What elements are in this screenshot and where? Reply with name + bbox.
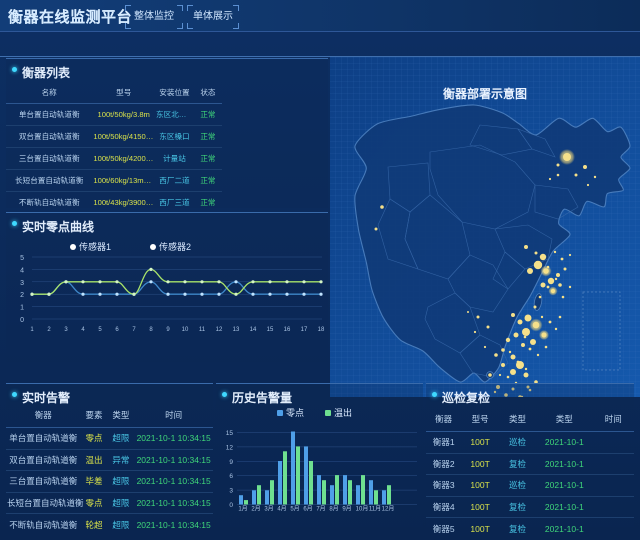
svg-text:1月: 1月 — [238, 506, 247, 513]
svg-text:3: 3 — [20, 280, 24, 287]
svg-text:7: 7 — [132, 327, 136, 333]
svg-text:8月: 8月 — [329, 506, 338, 513]
svg-text:3: 3 — [229, 488, 233, 495]
svg-text:11: 11 — [199, 327, 206, 333]
svg-text:6月: 6月 — [303, 506, 312, 513]
svg-text:12: 12 — [216, 327, 223, 333]
svg-text:17: 17 — [301, 327, 308, 333]
svg-text:0: 0 — [229, 502, 233, 509]
svg-text:4: 4 — [20, 267, 24, 274]
svg-text:3月: 3月 — [264, 506, 273, 513]
svg-text:15: 15 — [226, 430, 234, 437]
svg-text:1: 1 — [20, 305, 24, 312]
svg-text:5: 5 — [98, 327, 102, 333]
svg-text:0: 0 — [20, 317, 24, 324]
svg-text:2月: 2月 — [251, 506, 260, 513]
svg-text:12: 12 — [226, 444, 234, 451]
svg-text:4: 4 — [81, 327, 85, 333]
svg-text:7月: 7月 — [316, 506, 325, 513]
svg-text:4月: 4月 — [277, 506, 286, 513]
svg-text:10: 10 — [182, 327, 189, 333]
svg-text:16: 16 — [284, 327, 291, 333]
svg-text:6: 6 — [115, 327, 119, 333]
svg-text:3: 3 — [64, 327, 68, 333]
svg-text:11月: 11月 — [369, 506, 381, 513]
svg-text:12月: 12月 — [382, 506, 395, 513]
svg-text:8: 8 — [149, 327, 153, 333]
svg-text:18: 18 — [318, 327, 325, 333]
svg-text:9: 9 — [229, 459, 233, 466]
svg-text:6: 6 — [229, 473, 233, 480]
svg-text:13: 13 — [233, 327, 240, 333]
svg-text:14: 14 — [250, 327, 257, 333]
svg-text:2: 2 — [47, 327, 51, 333]
svg-text:9月: 9月 — [342, 506, 351, 513]
svg-text:5: 5 — [20, 255, 24, 262]
svg-text:10月: 10月 — [356, 506, 369, 513]
svg-text:2: 2 — [20, 292, 24, 299]
svg-text:15: 15 — [267, 327, 274, 333]
svg-text:1: 1 — [30, 327, 34, 333]
svg-text:9: 9 — [166, 327, 170, 333]
svg-text:5月: 5月 — [290, 506, 299, 513]
